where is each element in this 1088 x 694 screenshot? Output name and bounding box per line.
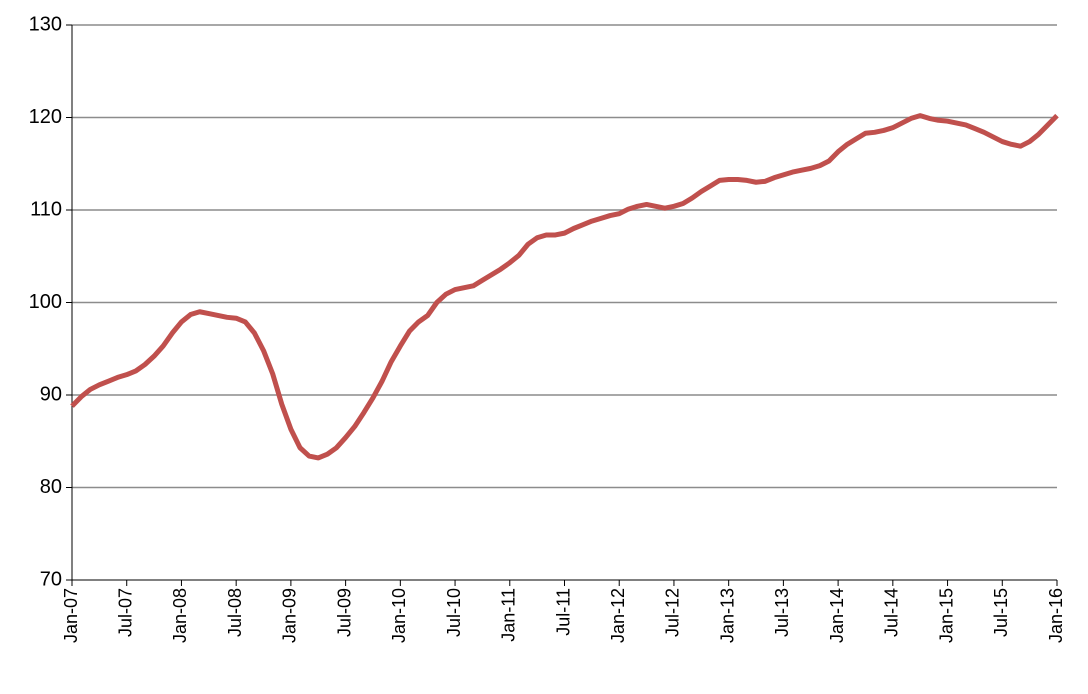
x-tick-label: Jul-15 [991, 588, 1011, 637]
x-tick-label: Jul-12 [663, 588, 683, 637]
y-tick-label: 130 [29, 13, 62, 35]
x-tick-label: Jul-14 [882, 588, 902, 637]
x-tick-label: Jul-08 [225, 588, 245, 637]
data-line [70, 113, 1059, 461]
y-tick-label: 70 [40, 568, 62, 590]
y-tick-label: 80 [40, 476, 62, 498]
x-tick-label: Jan-10 [389, 588, 409, 643]
x-tick-label: Jul-09 [334, 588, 354, 637]
x-tick-label: Jul-10 [444, 588, 464, 637]
x-tick-label: Jan-16 [1046, 588, 1066, 643]
x-tick-label: Jul-07 [115, 588, 135, 637]
y-tick-label: 100 [29, 291, 62, 313]
x-tick-label: Jan-08 [170, 588, 190, 643]
x-tick-label: Jan-13 [717, 588, 737, 643]
x-tick-label: Jan-14 [827, 588, 847, 643]
x-tick-label: Jan-07 [61, 588, 81, 643]
x-tick-label: Jan-09 [280, 588, 300, 643]
x-tick-label: Jan-11 [499, 588, 519, 642]
y-tick-label: 120 [29, 106, 62, 128]
y-tick-label: 90 [40, 383, 62, 405]
x-tick-label: Jan-15 [936, 588, 956, 643]
x-tick-label: Jan-12 [608, 588, 628, 643]
x-tick-label: Jul-13 [772, 588, 792, 637]
x-tick-label: Jul-11 [553, 588, 573, 636]
y-tick-label: 110 [30, 198, 62, 220]
